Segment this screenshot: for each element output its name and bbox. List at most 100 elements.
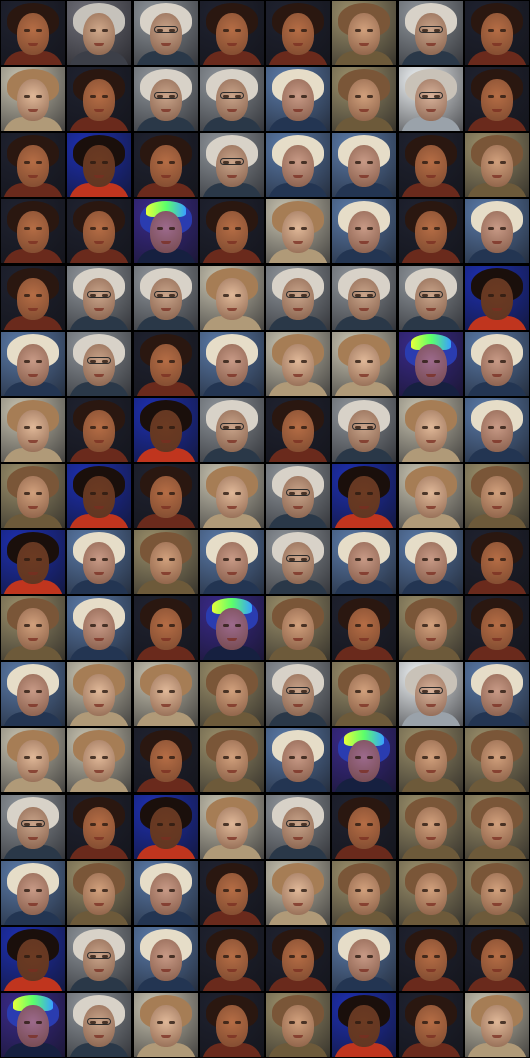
eye (355, 161, 361, 164)
face-thumbnail (1, 1, 65, 65)
shoulder (136, 778, 196, 792)
face (481, 674, 513, 716)
eye (500, 690, 506, 693)
eye (488, 294, 494, 297)
mouth (359, 241, 369, 244)
shoulder (467, 778, 527, 792)
face-thumbnail (200, 795, 264, 859)
face (415, 542, 447, 584)
face-thumbnail (332, 530, 396, 594)
eye (235, 823, 241, 826)
eye (169, 227, 175, 230)
eye (301, 889, 307, 892)
face (282, 542, 314, 584)
eye (235, 161, 241, 164)
face (415, 476, 447, 518)
shoulder (334, 977, 394, 991)
glasses (286, 555, 310, 562)
cap (146, 201, 186, 217)
face (415, 674, 447, 716)
shoulder (334, 778, 394, 792)
face-thumbnail (399, 464, 463, 528)
shoulder (69, 183, 129, 197)
shoulder (401, 514, 461, 528)
eye (434, 823, 440, 826)
eye (235, 29, 241, 32)
glasses (87, 357, 111, 364)
eye (157, 955, 163, 958)
face (415, 939, 447, 981)
eye (223, 294, 229, 297)
mouth (426, 704, 436, 707)
eye (289, 426, 295, 429)
eye (36, 955, 42, 958)
shoulder (467, 183, 527, 197)
eye (500, 227, 506, 230)
face-thumbnail (134, 332, 198, 396)
face-thumbnail (1, 398, 65, 462)
eye (235, 1021, 241, 1024)
eye (355, 823, 361, 826)
face (481, 740, 513, 782)
shoulder (136, 117, 196, 131)
eye (235, 426, 241, 429)
mouth (161, 1035, 171, 1038)
shoulder (202, 448, 262, 462)
shoulder (69, 712, 129, 726)
face (83, 608, 115, 650)
face (150, 608, 182, 650)
mouth (28, 638, 38, 641)
shoulder (467, 712, 527, 726)
face-thumbnail (332, 795, 396, 859)
mouth (359, 374, 369, 377)
face-thumbnail (465, 530, 529, 594)
eye (223, 426, 229, 429)
mouth (359, 572, 369, 575)
shoulder (3, 580, 63, 594)
shoulder (401, 977, 461, 991)
face-thumbnail (67, 1, 131, 65)
shoulder (334, 712, 394, 726)
eye (90, 823, 96, 826)
eye (367, 823, 373, 826)
face-thumbnail (399, 861, 463, 925)
eye (367, 624, 373, 627)
face-thumbnail (266, 398, 330, 462)
face (415, 807, 447, 849)
eye (169, 29, 175, 32)
eye (367, 294, 373, 297)
shoulder (136, 911, 196, 925)
eye (36, 823, 42, 826)
eye (157, 690, 163, 693)
eye (102, 1021, 108, 1024)
eye (488, 95, 494, 98)
face-thumbnail (465, 67, 529, 131)
shoulder (69, 778, 129, 792)
face-thumbnail (200, 464, 264, 528)
eye (289, 955, 295, 958)
mouth (492, 43, 502, 46)
shoulder (467, 646, 527, 660)
eye (367, 690, 373, 693)
eye (488, 955, 494, 958)
face-thumbnail (399, 67, 463, 131)
face (150, 145, 182, 187)
eye (24, 294, 30, 297)
eye (355, 955, 361, 958)
face (150, 410, 182, 452)
face-thumbnail (200, 728, 264, 792)
face (348, 807, 380, 849)
eye (289, 161, 295, 164)
eye (422, 426, 428, 429)
eye (434, 624, 440, 627)
shoulder (268, 249, 328, 263)
mouth (492, 1035, 502, 1038)
mouth (293, 374, 303, 377)
mouth (227, 903, 237, 906)
shoulder (202, 580, 262, 594)
eye (223, 29, 229, 32)
mouth (492, 175, 502, 178)
face (348, 1005, 380, 1047)
eye (235, 690, 241, 693)
